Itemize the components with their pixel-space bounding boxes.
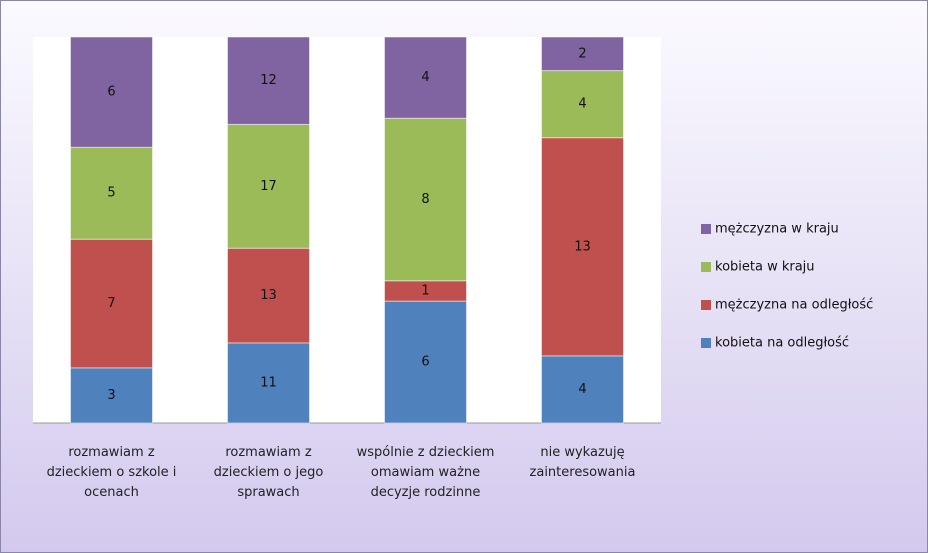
bar-segment bbox=[541, 137, 624, 357]
data-label: 4 bbox=[578, 382, 586, 397]
bar-segment bbox=[384, 36, 467, 119]
data-label: 2 bbox=[578, 46, 586, 61]
data-label: 13 bbox=[260, 288, 277, 303]
x-tick-label: nie wykazuję zainteresowania bbox=[529, 445, 636, 480]
data-label: 1 bbox=[421, 283, 429, 298]
legend-swatch bbox=[701, 300, 711, 310]
bar-segment bbox=[70, 36, 153, 148]
legend-swatch bbox=[701, 224, 711, 234]
bar-segment bbox=[227, 342, 310, 424]
data-label: 6 bbox=[107, 85, 115, 100]
legend-swatch bbox=[701, 338, 711, 348]
data-label: 17 bbox=[260, 179, 277, 194]
data-label: 11 bbox=[260, 375, 277, 390]
data-label: 13 bbox=[574, 239, 591, 254]
legend-label: mężczyzna na odległość bbox=[715, 298, 873, 313]
bar-segment bbox=[541, 355, 624, 424]
x-tick-label: wspólnie z dzieckiem omawiam ważne decyz… bbox=[356, 445, 495, 500]
legend-swatch bbox=[701, 262, 711, 272]
bar-segment bbox=[384, 117, 467, 282]
data-label: 5 bbox=[107, 186, 115, 201]
data-label: 6 bbox=[421, 355, 429, 370]
bar-segment bbox=[227, 36, 310, 125]
bar-segment bbox=[541, 70, 624, 139]
bar-segment bbox=[70, 146, 153, 240]
data-label: 8 bbox=[421, 192, 429, 207]
data-label: 3 bbox=[107, 388, 115, 403]
bar-segment bbox=[541, 36, 624, 72]
legend-label: mężczyzna w kraju bbox=[715, 222, 839, 237]
bar-segment bbox=[227, 247, 310, 344]
legend-label: kobieta na odległość bbox=[715, 336, 849, 351]
data-label: 4 bbox=[578, 97, 586, 112]
legend-label: kobieta w kraju bbox=[715, 260, 815, 275]
x-tick-label: rozmawiam z dzieckiem o jego sprawach bbox=[213, 445, 324, 500]
bar-segment bbox=[227, 123, 310, 249]
x-tick-label: rozmawiam z dzieckiem o szkole i ocenach bbox=[46, 445, 177, 500]
data-label: 7 bbox=[107, 296, 115, 311]
data-label: 4 bbox=[421, 70, 429, 85]
data-label: 12 bbox=[260, 73, 277, 88]
bar-segment bbox=[70, 367, 153, 424]
